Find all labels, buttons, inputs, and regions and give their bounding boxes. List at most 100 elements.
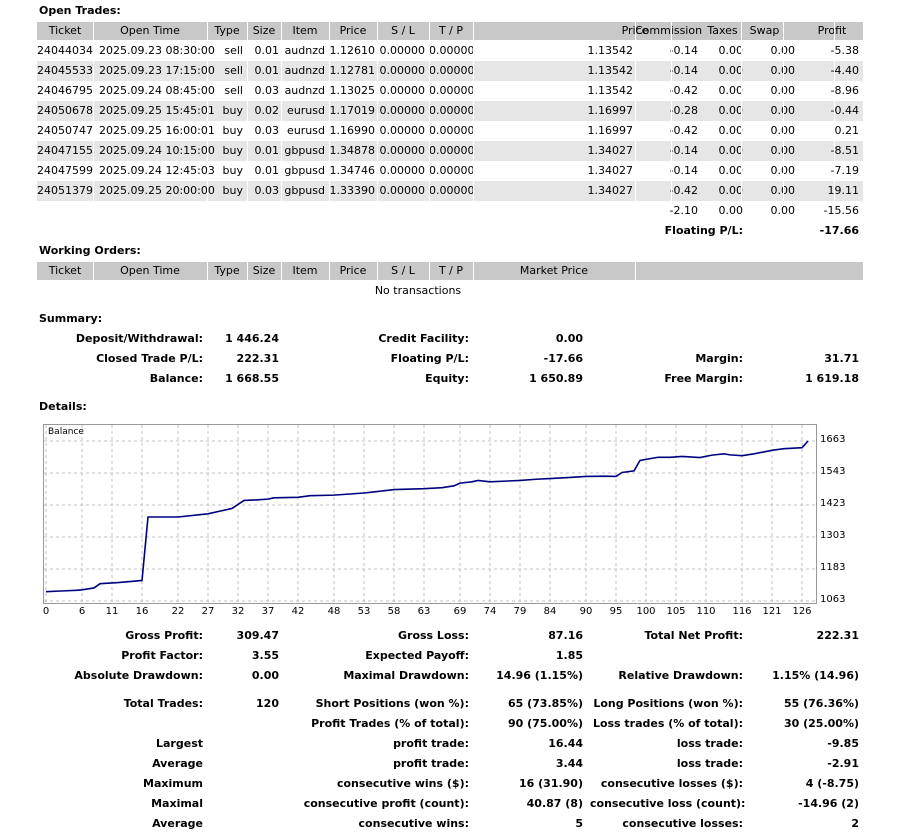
cell-divider: [377, 121, 378, 141]
y-tick-label: 1063: [820, 594, 846, 605]
cell-divider: [207, 181, 208, 201]
header-cell: Price: [339, 264, 367, 277]
y-tick-label: 1303: [820, 530, 846, 541]
cell-divider: [429, 101, 430, 121]
cell-divider: [783, 101, 784, 121]
stat-l2: profit trade:: [393, 757, 469, 770]
stat-l3: consecutive losses:: [622, 817, 743, 830]
trade-cell: -8.51: [830, 144, 859, 157]
cell-divider: [281, 41, 282, 61]
trade-cell: -7.19: [830, 164, 859, 177]
x-tick-label: 0: [42, 606, 50, 617]
header-divider: [247, 262, 248, 280]
cell-divider: [635, 161, 636, 181]
stat-l3: Total Net Profit:: [644, 629, 744, 642]
cell-divider: [207, 121, 208, 141]
stat-v3: 55 (76.36%): [783, 697, 859, 710]
cell-divider: [329, 141, 330, 161]
cell-divider: [429, 161, 430, 181]
cell-divider: [247, 41, 248, 61]
trade-row[interactable]: 24044034 2025.09.23 08:30:00 sell 0.01 audnz…: [37, 41, 863, 61]
trade-cell: -0.14: [669, 44, 698, 57]
open-trades-totals: -2.10 0.00 0.00 -15.56: [37, 201, 863, 221]
trade-cell: 0.00000: [379, 124, 426, 137]
trade-row[interactable]: 24050747 2025.09.25 16:00:01 buy 0.03 eurusd…: [37, 121, 863, 141]
header-cell: S / L: [391, 24, 415, 37]
header-divider: [247, 22, 248, 40]
stat-v1: 120: [256, 697, 279, 710]
trade-cell: 1.33390: [329, 184, 376, 197]
trade-cell: 1.12781: [329, 64, 376, 77]
trade-cell: 1.17019: [329, 104, 376, 117]
stat-v3: -9.85: [827, 737, 859, 750]
header-cell: Taxes: [707, 24, 738, 37]
floating-pl-value: -17.66: [819, 224, 859, 237]
trade-row[interactable]: 24047155 2025.09.24 10:15:00 buy 0.01 gbpusd…: [37, 141, 863, 161]
cell-divider: [741, 121, 742, 141]
stat-l1: Absolute Drawdown:: [74, 669, 203, 682]
trade-cell: 0.03: [254, 184, 280, 197]
trade-cell: 0.00: [718, 104, 744, 117]
trade-cell: 0.00: [747, 81, 796, 101]
x-tick-label: 121: [762, 606, 782, 617]
header-cell: Profit: [817, 24, 847, 37]
trade-row[interactable]: 24047599 2025.09.24 12:45:03 buy 0.01 gbpusd…: [37, 161, 863, 181]
cell-divider: [671, 121, 672, 141]
trade-row[interactable]: 24045533 2025.09.23 17:15:00 sell 0.01 audnz…: [37, 61, 863, 81]
cell-divider: [671, 181, 672, 201]
header-cell: T / P: [438, 264, 464, 277]
cell-divider: [429, 181, 430, 201]
stat-v2: 40.87 (8): [526, 797, 583, 810]
cell-divider: [635, 181, 636, 201]
trade-cell: 0.00000: [379, 64, 426, 77]
trade-cell: 0.00000: [429, 144, 475, 157]
trade-cell: audnzd: [284, 84, 325, 97]
trade-cell: 19.11: [827, 184, 860, 197]
cell-divider: [635, 101, 636, 121]
cell-divider: [635, 81, 636, 101]
trade-row[interactable]: 24046795 2025.09.24 08:45:00 sell 0.03 audnz…: [37, 81, 863, 101]
stat-l3: consecutive losses ($):: [600, 777, 743, 790]
stat-v3: 222.31: [816, 629, 859, 642]
trade-cell: eurusd: [287, 104, 325, 117]
stat-v2: 90 (75.00%): [507, 717, 583, 730]
cell-divider: [281, 81, 282, 101]
trade-cell: buy: [222, 124, 243, 137]
cell-divider: [247, 61, 248, 81]
trade-cell: 0.00: [718, 84, 744, 97]
cell-divider: [783, 41, 784, 61]
cell-divider: [834, 181, 835, 201]
stat-v3: -2.91: [827, 757, 859, 770]
trade-cell: 1.34027: [587, 164, 634, 177]
stat-l2: Gross Loss:: [398, 629, 469, 642]
cell-divider: [329, 81, 330, 101]
stat-v2: 65 (73.85%): [507, 697, 583, 710]
free-margin-label: Free Margin:: [664, 372, 743, 385]
y-tick-label: 1423: [820, 498, 846, 509]
x-tick-label: 16: [135, 606, 149, 617]
stat-l1: Profit Factor:: [121, 649, 203, 662]
stat-v3: 4 (-8.75): [805, 777, 859, 790]
header-cell: Type: [214, 24, 240, 37]
trade-row[interactable]: 24051379 2025.09.25 20:00:00 buy 0.03 gbpusd…: [37, 181, 863, 201]
cell-divider: [834, 81, 835, 101]
cell-divider: [741, 161, 742, 181]
trade-cell: 2025.09.23 17:15:00: [99, 64, 215, 77]
trade-cell: 24050678: [37, 104, 93, 117]
cell-divider: [377, 101, 378, 121]
trade-cell: -0.14: [669, 64, 698, 77]
closed-pl-value: 222.31: [236, 352, 279, 365]
trade-cell: -0.14: [669, 144, 698, 157]
credit-label: Credit Facility:: [378, 332, 469, 345]
cell-divider: [635, 61, 636, 81]
trade-cell: audnzd: [284, 64, 325, 77]
x-tick-label: 27: [201, 606, 215, 617]
y-tick-label: 1543: [820, 466, 846, 477]
cell-divider: [281, 161, 282, 181]
cell-divider: [247, 181, 248, 201]
trade-row[interactable]: 24050678 2025.09.25 15:45:01 buy 0.02 eurusd…: [37, 101, 863, 121]
cell-divider: [635, 141, 636, 161]
cell-divider: [834, 161, 835, 181]
trade-cell: 1.34027: [587, 184, 634, 197]
header-cell: Swap: [749, 24, 780, 37]
